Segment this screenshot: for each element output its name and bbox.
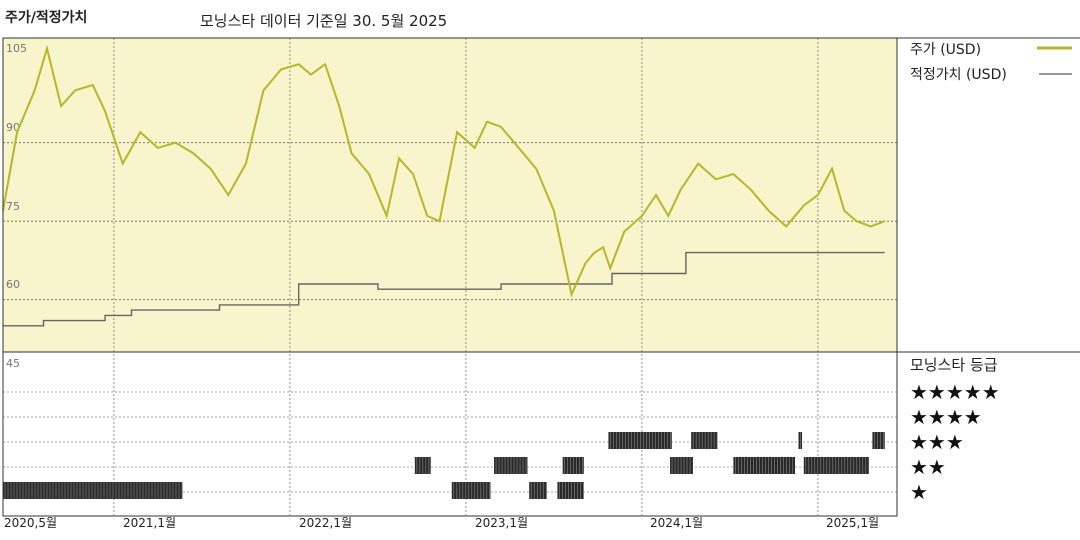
rating-level-2: ★★ xyxy=(910,455,946,479)
rating-bar-1-star xyxy=(529,482,547,499)
rating-title: 모닝스타 등급 xyxy=(910,356,998,374)
x-tick-label: 2023,1월 xyxy=(475,516,528,530)
legend-label-price: 주가 (USD) xyxy=(910,42,981,58)
price-plot-area xyxy=(3,38,897,352)
y-tick-label: 60 xyxy=(6,278,20,291)
rating-bars xyxy=(3,432,885,499)
y-tick-label: 45 xyxy=(6,357,20,370)
fair-value-line xyxy=(3,251,885,327)
rating-bar-2-star xyxy=(733,457,795,474)
rating-bar-3-star xyxy=(691,432,718,449)
rating-bar-3-star xyxy=(608,432,672,449)
rating-bar-2-star xyxy=(670,457,693,474)
price-line xyxy=(2,44,886,298)
rating-bar-3-star xyxy=(872,432,885,449)
rating-bar-1-star xyxy=(451,482,491,499)
rating-level-1: ★ xyxy=(910,480,928,504)
chart-subtitle: 모닝스타 데이터 기준일 30. 5월 2025 xyxy=(200,12,448,30)
rating-bar-1-star xyxy=(557,482,584,499)
y-tick-label: 75 xyxy=(6,200,20,213)
rating-level-5: ★★★★★ xyxy=(910,380,1000,404)
y-tick-label: 90 xyxy=(6,121,20,134)
x-tick-label: 2022,1월 xyxy=(299,516,352,530)
rating-bar-1-star xyxy=(3,482,183,499)
x-tick-label: 2020,5월 xyxy=(4,516,57,530)
x-tick-label: 2025,1월 xyxy=(826,516,879,530)
legend-label-fair-value: 적정가치 (USD) xyxy=(910,67,1007,83)
y-tick-label: 105 xyxy=(6,42,27,55)
rating-level-3: ★★★ xyxy=(910,430,964,454)
chart-frame xyxy=(2,37,898,517)
rating-level-4: ★★★★ xyxy=(910,405,982,429)
x-tick-label: 2024,1월 xyxy=(650,516,703,530)
x-tick-label: 2021,1월 xyxy=(123,516,176,530)
rating-bar-2-star xyxy=(562,457,584,474)
rating-bar-2-star xyxy=(803,457,869,474)
chart-title: 주가/적정가치 xyxy=(5,10,88,26)
